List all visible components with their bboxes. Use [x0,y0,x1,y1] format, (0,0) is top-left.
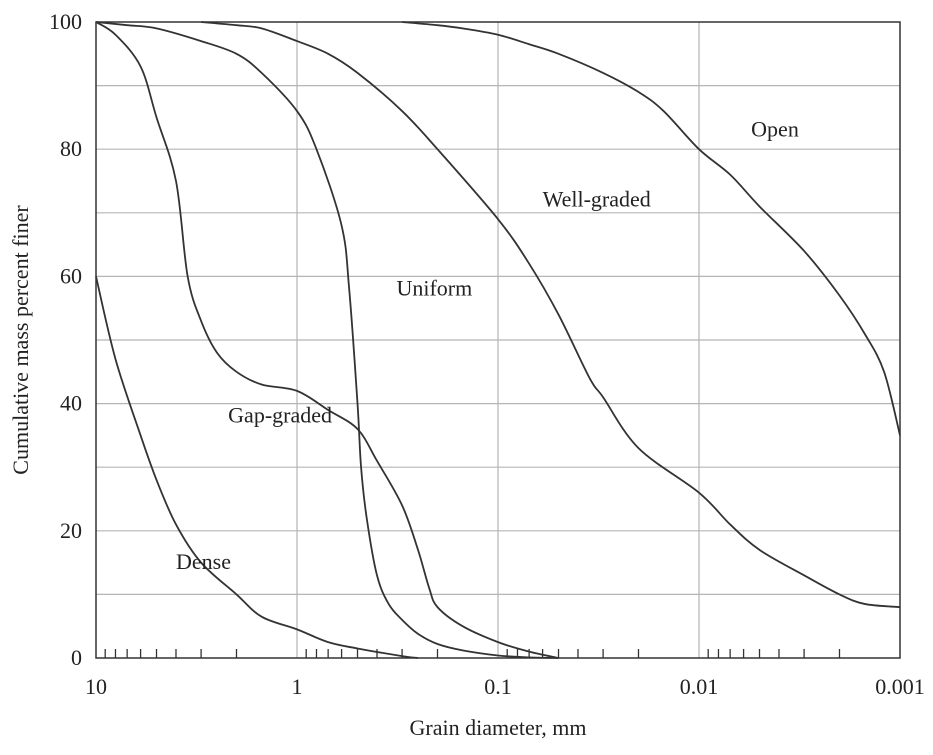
curve-label: Gap-graded [228,403,332,428]
x-tick-label: 0.01 [680,674,719,699]
curve-well-graded [201,21,901,609]
x-tick-label: 0.1 [484,674,512,699]
minor-ticks [104,649,841,658]
curve-uniform [95,21,559,659]
curve-label: Dense [176,549,231,574]
y-tick-label: 60 [60,263,82,288]
x-tick-label: 1 [292,674,303,699]
y-axis-label: Cumulative mass percent finer [8,205,33,475]
plot-frame [95,21,901,659]
y-tick-label: 0 [71,645,82,670]
curve-dense [95,276,419,659]
curve-label: Open [751,116,799,141]
x-tick-label: 10 [85,674,107,699]
curve-label: Well-graded [543,186,651,211]
x-tick-label: 0.001 [875,674,925,699]
tick-labels: 10 1 0.1 0.01 0.001 0 20 40 60 80 100 [49,9,925,699]
x-axis-label: Grain diameter, mm [410,715,587,740]
curve-open [402,21,901,436]
y-tick-label: 80 [60,136,82,161]
grid [96,22,900,658]
curve-gap-graded [95,21,559,659]
curve-labels: Open Well-graded Uniform Gap-graded Dense [176,116,799,573]
y-tick-label: 100 [49,9,82,34]
y-tick-label: 20 [60,518,82,543]
curves [95,21,901,659]
y-tick-label: 40 [60,391,82,416]
curve-label: Uniform [396,275,472,300]
